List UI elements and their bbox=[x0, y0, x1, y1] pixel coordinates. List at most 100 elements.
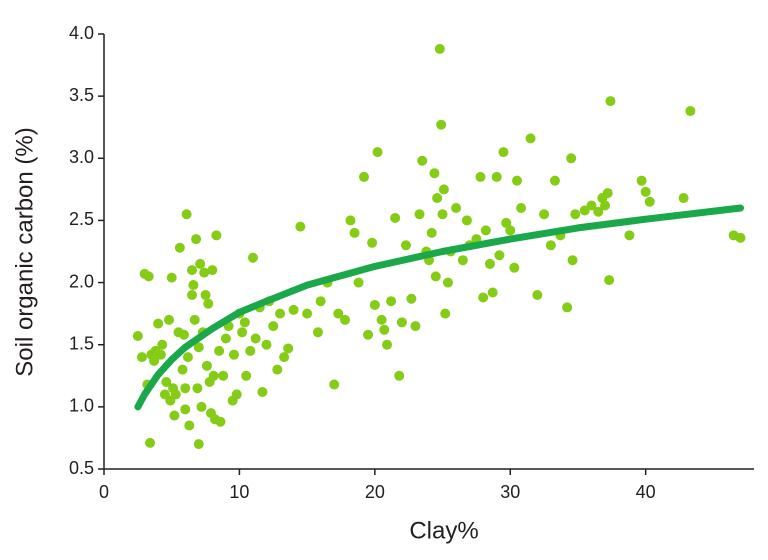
point bbox=[218, 370, 229, 381]
point bbox=[268, 321, 279, 332]
point bbox=[430, 271, 441, 282]
point bbox=[239, 317, 250, 328]
point bbox=[735, 232, 746, 243]
point bbox=[178, 329, 189, 340]
point bbox=[516, 203, 527, 213]
point bbox=[484, 258, 495, 269]
point bbox=[406, 293, 417, 304]
point bbox=[164, 314, 174, 325]
point bbox=[136, 352, 147, 363]
point bbox=[174, 242, 185, 253]
point bbox=[417, 155, 428, 166]
point bbox=[288, 304, 299, 315]
point bbox=[143, 271, 154, 282]
point bbox=[201, 360, 212, 371]
point bbox=[220, 333, 231, 344]
point bbox=[353, 277, 364, 288]
point bbox=[451, 203, 462, 213]
y-tick-label: 4.0 bbox=[69, 23, 94, 43]
point bbox=[261, 339, 272, 350]
point bbox=[600, 200, 611, 211]
point bbox=[272, 364, 283, 375]
point bbox=[410, 321, 421, 332]
point bbox=[624, 230, 635, 241]
point bbox=[250, 333, 261, 344]
point bbox=[461, 215, 472, 226]
point bbox=[426, 227, 437, 238]
point bbox=[247, 252, 258, 263]
point bbox=[382, 339, 393, 350]
point bbox=[539, 209, 550, 220]
y-tick-label: 3.0 bbox=[69, 147, 94, 167]
y-tick-label: 0.5 bbox=[69, 458, 94, 478]
point bbox=[478, 292, 489, 303]
point bbox=[386, 296, 397, 307]
point bbox=[372, 147, 383, 158]
point bbox=[195, 258, 206, 269]
point bbox=[505, 225, 516, 236]
x-tick-label: 10 bbox=[229, 482, 249, 502]
y-tick-label: 2.0 bbox=[69, 271, 94, 291]
point bbox=[157, 339, 168, 350]
point bbox=[509, 262, 520, 273]
point bbox=[161, 377, 172, 387]
point bbox=[602, 188, 613, 199]
point bbox=[345, 215, 356, 226]
point bbox=[193, 439, 204, 450]
point bbox=[512, 175, 523, 186]
y-tick-label: 1.0 bbox=[69, 396, 94, 416]
y-axis-title: Soil organic carbon (%) bbox=[11, 127, 38, 376]
point bbox=[394, 370, 405, 381]
point bbox=[442, 277, 453, 288]
point bbox=[211, 230, 222, 241]
point bbox=[525, 133, 536, 144]
x-tick-label: 20 bbox=[365, 482, 385, 502]
point bbox=[245, 345, 256, 356]
point bbox=[295, 221, 306, 232]
point bbox=[329, 379, 340, 390]
point bbox=[214, 345, 225, 356]
point bbox=[545, 240, 556, 251]
point bbox=[359, 171, 369, 182]
point bbox=[191, 234, 202, 245]
x-tick-label: 30 bbox=[500, 482, 520, 502]
point bbox=[231, 389, 242, 400]
point bbox=[434, 43, 445, 54]
point bbox=[187, 265, 198, 276]
point bbox=[145, 437, 156, 448]
point bbox=[501, 217, 512, 228]
point bbox=[396, 317, 407, 328]
point bbox=[567, 255, 578, 266]
point bbox=[379, 324, 390, 335]
x-axis-title: Clay% bbox=[409, 517, 478, 544]
y-tick-label: 1.5 bbox=[69, 333, 94, 353]
point bbox=[132, 331, 143, 342]
point bbox=[457, 255, 468, 266]
point bbox=[229, 349, 239, 360]
point bbox=[275, 308, 286, 319]
point bbox=[414, 209, 425, 220]
x-tick-label: 40 bbox=[636, 482, 656, 502]
point bbox=[199, 267, 210, 278]
point bbox=[279, 352, 290, 363]
point bbox=[153, 318, 164, 329]
point bbox=[532, 290, 543, 300]
point bbox=[192, 383, 203, 394]
point bbox=[491, 171, 502, 182]
point bbox=[149, 355, 160, 366]
point bbox=[494, 250, 505, 261]
point bbox=[436, 119, 447, 130]
point bbox=[498, 147, 509, 158]
point bbox=[376, 314, 387, 325]
point bbox=[215, 416, 226, 427]
point bbox=[475, 171, 486, 182]
y-tick-label: 2.5 bbox=[69, 209, 94, 229]
x-tick-label: 0 bbox=[99, 482, 109, 502]
point bbox=[333, 308, 344, 319]
point bbox=[604, 275, 615, 286]
point bbox=[678, 193, 689, 204]
point bbox=[593, 206, 604, 217]
point bbox=[283, 343, 294, 354]
point bbox=[562, 302, 573, 313]
